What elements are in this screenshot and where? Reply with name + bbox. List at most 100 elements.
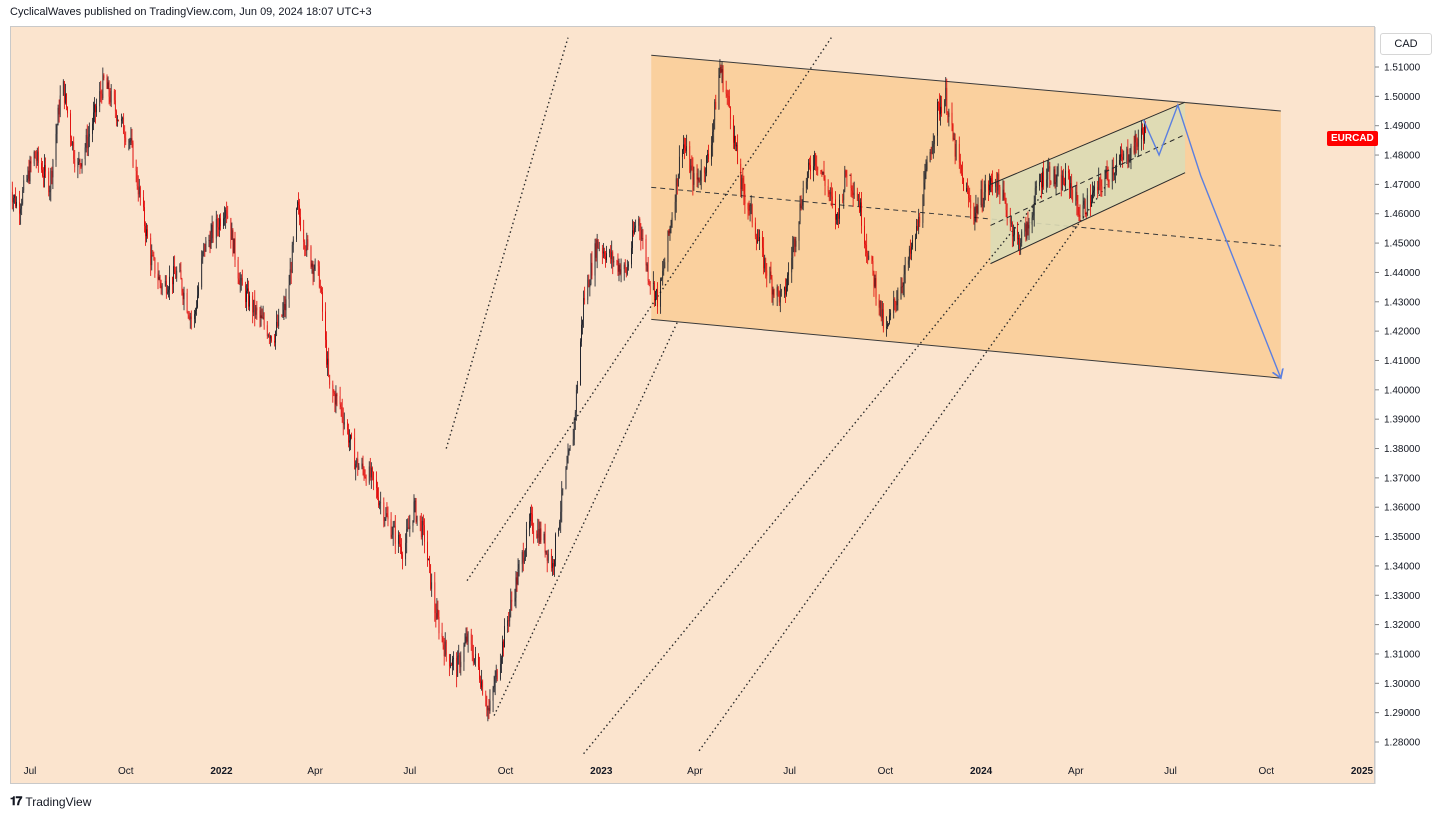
candle-body: [176, 270, 178, 279]
candle-body: [951, 112, 953, 125]
candle-body: [837, 213, 838, 215]
candle-body: [522, 552, 524, 563]
candle-body: [402, 554, 403, 560]
symbol-price-badge: EURCAD: [1327, 131, 1378, 146]
candle-body: [784, 287, 785, 291]
dotted-parallel-line-3[interactable]: [493, 322, 678, 716]
dotted-parallel-line-2[interactable]: [466, 37, 832, 581]
candle-body: [537, 528, 539, 538]
candle-body: [948, 112, 950, 117]
candle-body: [430, 564, 431, 589]
candle-body: [762, 237, 763, 248]
candle-body: [842, 199, 844, 201]
candle-body: [249, 295, 250, 307]
candle-body: [211, 224, 213, 233]
candle-body: [887, 324, 888, 327]
candle-body: [1021, 231, 1023, 243]
candle-body: [997, 174, 999, 191]
candle-body: [1034, 187, 1036, 202]
candle-body: [179, 270, 181, 272]
candle-body: [816, 165, 818, 167]
candle-body: [931, 147, 933, 154]
candle-body: [305, 248, 307, 251]
price-axis-label: 1.33000: [1384, 591, 1421, 602]
candle-body: [719, 67, 721, 76]
candle-body: [605, 256, 606, 261]
candle-body: [348, 429, 349, 443]
candle-body: [1050, 181, 1052, 185]
candle-body: [939, 102, 940, 115]
candle-body: [157, 273, 159, 280]
candle-body: [852, 190, 854, 196]
dotted-parallel-line-5[interactable]: [698, 183, 1108, 752]
descending-channel-lower-line[interactable]: [651, 318, 1281, 379]
candle-body: [9, 185, 10, 192]
candle-body: [322, 291, 323, 312]
currency-selector[interactable]: CAD: [1380, 33, 1432, 55]
candle-body: [698, 177, 700, 181]
rising-channel-upper-line[interactable]: [990, 101, 1186, 185]
candle-body: [139, 187, 141, 198]
candle-body: [35, 158, 37, 161]
candle-body: [679, 156, 680, 175]
candle-body: [1031, 217, 1033, 225]
candle-body: [424, 525, 425, 542]
tradingview-brand[interactable]: 𝟏𝟕 TradingView: [10, 794, 91, 809]
candle-body: [944, 100, 946, 114]
candle-body: [59, 95, 61, 115]
dotted-parallel-line-4[interactable]: [583, 192, 1045, 755]
candle-body: [514, 597, 516, 602]
candle-body: [118, 119, 119, 121]
candle-body: [523, 557, 525, 563]
candle-body: [470, 633, 472, 645]
candle-body: [151, 255, 153, 266]
candle-body: [907, 260, 909, 265]
candle-body: [611, 252, 613, 260]
candle-body: [183, 292, 185, 300]
candle-body: [281, 315, 283, 316]
descending-channel-midline[interactable]: [651, 186, 1281, 247]
candle-body: [919, 216, 921, 223]
candle-body: [727, 95, 729, 97]
candle-body: [632, 230, 633, 248]
candle-body: [262, 317, 264, 319]
candle-body: [107, 82, 109, 89]
candle-body: [941, 106, 942, 114]
price-axis-label: 1.38000: [1384, 444, 1421, 455]
candle-body: [355, 463, 357, 470]
candle-body: [241, 277, 243, 286]
candle-body: [778, 291, 780, 303]
candle-body: [989, 185, 990, 191]
candle-body: [662, 270, 664, 279]
candle-body: [667, 230, 669, 263]
dotted-parallel-line-1[interactable]: [445, 37, 569, 449]
candle-body: [291, 244, 293, 273]
rising-channel-lower-line[interactable]: [990, 172, 1186, 265]
candle-body: [357, 458, 359, 470]
candle-body: [969, 198, 971, 200]
candle-body: [560, 511, 562, 522]
candle-body: [194, 314, 195, 320]
candle-body: [1104, 178, 1106, 190]
candle-body: [824, 178, 826, 186]
candle-body: [916, 226, 917, 238]
candle-body: [1136, 142, 1138, 147]
candle-body: [266, 325, 268, 336]
descending-channel-upper-line[interactable]: [651, 54, 1281, 112]
candle-body: [501, 657, 502, 665]
candle-body: [240, 277, 242, 281]
candle-body: [62, 81, 64, 96]
candle-body: [488, 707, 490, 711]
price-axis-label: 1.50000: [1384, 92, 1421, 103]
candle-body: [722, 69, 724, 90]
candle-body: [274, 340, 275, 343]
price-axis-label: 1.41000: [1384, 356, 1421, 367]
candle-body: [487, 707, 489, 711]
projection-path-arrow[interactable]: [1142, 103, 1280, 378]
candle-body: [364, 476, 366, 478]
candle-body: [74, 158, 76, 168]
candle-body: [436, 609, 438, 619]
candle-body: [810, 165, 811, 172]
candle-body: [871, 255, 873, 261]
